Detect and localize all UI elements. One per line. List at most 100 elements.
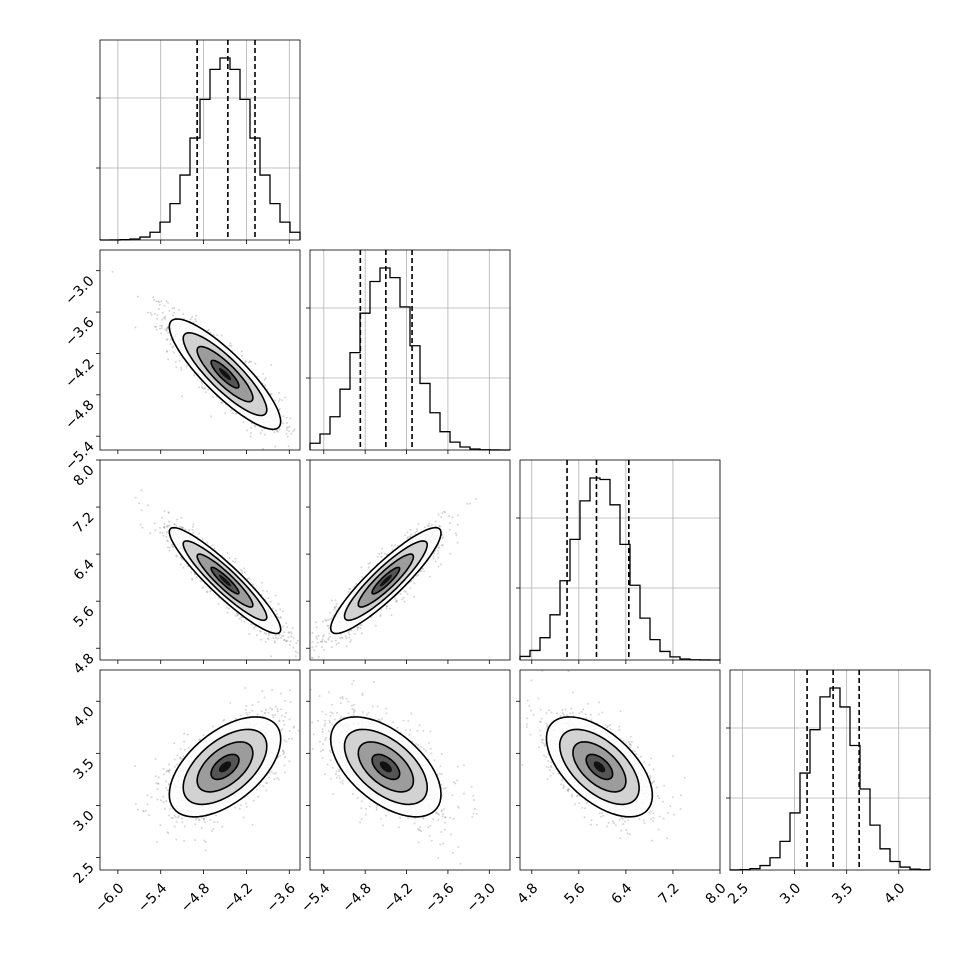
sample-point xyxy=(226,611,229,614)
sample-point xyxy=(165,350,168,353)
sample-point xyxy=(250,427,253,430)
sample-point xyxy=(282,634,285,637)
sample-point xyxy=(179,563,182,566)
sample-point xyxy=(367,566,370,569)
sample-point xyxy=(287,445,290,448)
sample-point xyxy=(283,631,286,634)
sample-point xyxy=(154,325,157,328)
sample-point xyxy=(428,575,431,578)
sample-point xyxy=(249,432,252,434)
sample-point xyxy=(180,368,183,371)
sample-point xyxy=(403,590,406,593)
sample-point xyxy=(259,630,262,633)
sample-point xyxy=(449,552,452,555)
sample-point xyxy=(310,656,313,659)
sample-point xyxy=(191,578,194,581)
histogram-panel-2 xyxy=(516,459,721,664)
sample-point xyxy=(291,626,294,629)
sample-point xyxy=(213,547,216,550)
sample-point xyxy=(173,311,176,314)
sample-point xyxy=(399,593,402,595)
sample-point xyxy=(304,637,306,639)
sample-point xyxy=(448,515,450,518)
sample-point xyxy=(165,300,168,302)
sample-point xyxy=(386,605,388,608)
sample-point xyxy=(282,749,285,752)
sample-point xyxy=(383,552,386,555)
sample-point xyxy=(175,524,178,527)
sample-point xyxy=(292,726,295,729)
sample-point xyxy=(273,640,276,643)
sample-point xyxy=(153,298,156,301)
sample-point xyxy=(454,532,457,535)
sample-point xyxy=(248,633,251,636)
sample-point xyxy=(410,580,413,583)
sample-point xyxy=(155,300,158,303)
sample-point xyxy=(203,387,205,390)
sample-point xyxy=(448,528,451,531)
sample-point xyxy=(278,634,281,636)
sample-point xyxy=(197,386,200,389)
sample-point xyxy=(279,636,282,639)
sample-point xyxy=(165,525,168,528)
sample-point xyxy=(317,665,319,667)
sample-point xyxy=(199,580,202,583)
sample-point xyxy=(169,338,172,341)
sample-point xyxy=(295,642,298,645)
sample-point xyxy=(270,392,273,395)
sample-point xyxy=(276,429,279,432)
sample-point xyxy=(328,611,331,614)
sample-point xyxy=(319,641,322,643)
sample-point xyxy=(251,704,254,706)
sample-point xyxy=(288,425,291,428)
sample-point xyxy=(301,449,303,451)
sample-point xyxy=(234,561,237,563)
sample-point xyxy=(276,776,279,779)
sample-point xyxy=(296,651,299,654)
sample-point xyxy=(437,546,440,549)
sample-point xyxy=(212,828,215,831)
sample-point xyxy=(319,665,321,667)
sample-point xyxy=(168,524,171,527)
sample-point xyxy=(367,562,370,565)
sample-point xyxy=(290,432,293,435)
sample-point xyxy=(285,683,287,685)
sample-point xyxy=(194,573,197,576)
sample-point xyxy=(277,603,280,605)
sample-point xyxy=(263,631,266,634)
sample-point xyxy=(437,565,440,568)
sample-point xyxy=(409,535,411,538)
sample-point xyxy=(168,549,171,552)
sample-point xyxy=(247,361,250,364)
sample-point xyxy=(381,547,383,550)
panel-frame xyxy=(99,39,301,241)
sample-point xyxy=(355,583,358,585)
sample-point xyxy=(350,639,352,641)
sample-point xyxy=(348,636,351,639)
sample-point xyxy=(390,614,393,617)
sample-point xyxy=(236,614,239,617)
sample-point xyxy=(285,426,288,429)
sample-point xyxy=(168,309,171,312)
sample-point xyxy=(207,328,210,331)
sample-point xyxy=(158,327,161,330)
sample-point xyxy=(248,577,251,580)
sample-point xyxy=(209,331,212,334)
sample-point xyxy=(409,587,412,590)
sample-point xyxy=(206,541,209,544)
sample-point xyxy=(286,435,289,438)
sample-point xyxy=(158,308,160,311)
sample-point xyxy=(417,574,420,576)
sample-point xyxy=(163,526,166,528)
sample-point xyxy=(246,713,249,716)
sample-point xyxy=(244,571,246,574)
sample-point xyxy=(166,539,169,542)
sample-point xyxy=(421,567,424,570)
sample-point xyxy=(228,607,231,610)
sample-point xyxy=(139,523,142,526)
sample-point xyxy=(163,304,166,307)
sample-point xyxy=(160,327,163,330)
sample-point xyxy=(356,627,359,630)
sample-point xyxy=(277,391,280,394)
